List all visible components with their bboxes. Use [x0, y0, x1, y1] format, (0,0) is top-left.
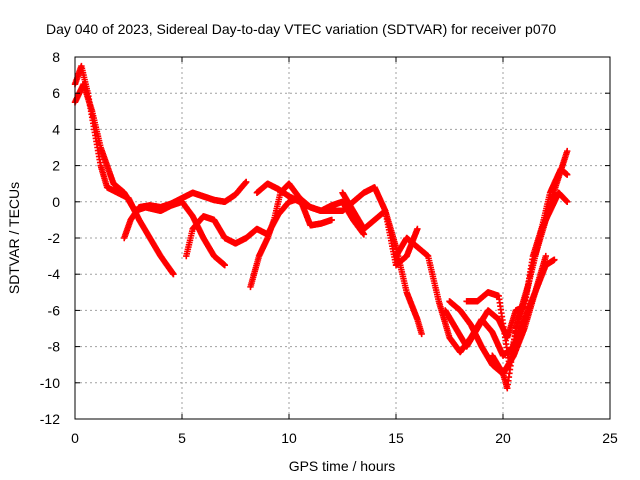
data-series	[442, 189, 571, 350]
data-point	[243, 178, 250, 186]
data-point	[360, 231, 368, 238]
y-tick-label: -10	[40, 375, 60, 391]
x-tick-label: 25	[602, 430, 618, 446]
data-point	[328, 216, 335, 224]
y-tick-label: 2	[52, 158, 60, 174]
data-point	[551, 256, 558, 263]
data-point	[170, 271, 177, 278]
x-tick-label: 10	[281, 430, 297, 446]
y-tick-label: 6	[52, 85, 60, 101]
y-tick-label: 4	[52, 121, 60, 137]
y-tick-label: -2	[48, 230, 61, 246]
axis-ticks: 0 5 10 15 20 25 -12 -10 -8 -6 -4 -2 0 2 4 6 8	[40, 49, 618, 446]
data-point	[221, 261, 228, 269]
data-point	[564, 171, 571, 178]
y-tick-label: 0	[52, 194, 60, 210]
y-axis-label: SDTVAR / TECUs	[6, 182, 22, 294]
data-series	[489, 256, 558, 377]
data-series	[463, 166, 571, 368]
data-series	[121, 178, 250, 242]
y-tick-label: -4	[48, 266, 61, 282]
data-point	[564, 147, 571, 155]
x-tick-label: 20	[495, 430, 511, 446]
x-tick-label: 0	[71, 430, 79, 446]
chart-title: Day 040 of 2023, Sidereal Day-to-day VTE…	[46, 21, 556, 37]
y-tick-label: 8	[52, 49, 60, 65]
data-point	[418, 330, 425, 338]
y-tick-label: -12	[40, 411, 60, 427]
x-axis-label: GPS time / hours	[289, 458, 396, 474]
data-series	[339, 189, 425, 338]
x-tick-label: 15	[388, 430, 404, 446]
grid	[75, 57, 610, 419]
x-tick-label: 5	[178, 430, 186, 446]
data-point	[542, 252, 549, 260]
data-point	[564, 198, 571, 205]
y-tick-label: -6	[48, 302, 61, 318]
data-series	[253, 180, 421, 269]
data-points	[71, 62, 571, 392]
data-point	[414, 225, 421, 233]
y-tick-label: -8	[48, 339, 61, 355]
